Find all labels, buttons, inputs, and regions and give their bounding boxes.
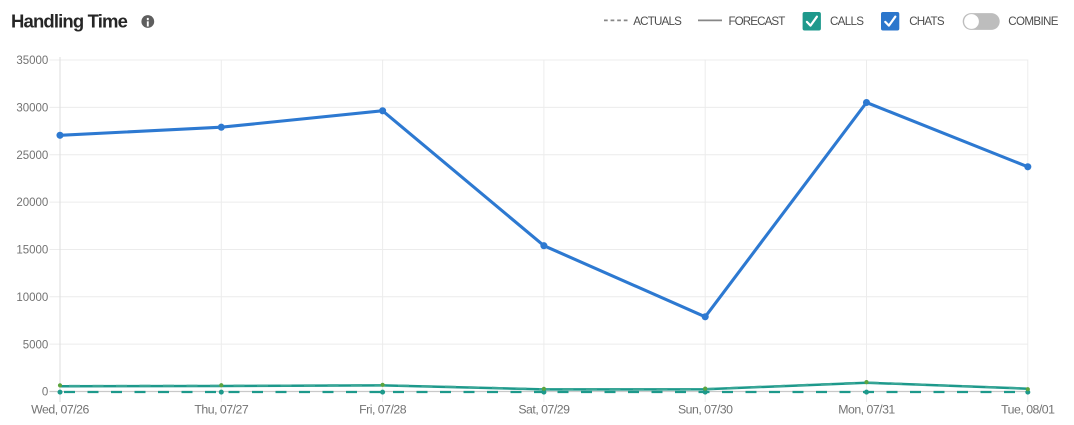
svg-text:15000: 15000 [16, 245, 48, 257]
svg-text:ACTUALS: ACTUALS [633, 15, 682, 28]
svg-text:Fri, 07/28: Fri, 07/28 [359, 402, 407, 416]
svg-text:Thu, 07/27: Thu, 07/27 [194, 402, 248, 416]
svg-text:Tue, 08/01: Tue, 08/01 [1001, 402, 1055, 416]
svg-text:Wed, 07/26: Wed, 07/26 [31, 402, 89, 416]
svg-text:35000: 35000 [16, 55, 48, 67]
svg-text:CHATS: CHATS [909, 15, 945, 28]
svg-text:CALLS: CALLS [830, 15, 864, 28]
svg-text:30000: 30000 [16, 103, 48, 115]
svg-text:Handling Time: Handling Time [11, 11, 128, 32]
svg-text:Sun, 07/30: Sun, 07/30 [678, 402, 733, 416]
svg-text:FORECAST: FORECAST [729, 15, 786, 28]
svg-text:20000: 20000 [16, 197, 48, 209]
svg-text:5000: 5000 [23, 339, 49, 351]
svg-text:COMBINE: COMBINE [1008, 15, 1058, 28]
svg-text:10000: 10000 [16, 292, 48, 304]
svg-text:25000: 25000 [16, 150, 48, 162]
svg-text:Mon, 07/31: Mon, 07/31 [838, 402, 895, 416]
svg-text:0: 0 [42, 387, 48, 399]
svg-text:Sat, 07/29: Sat, 07/29 [518, 402, 570, 416]
